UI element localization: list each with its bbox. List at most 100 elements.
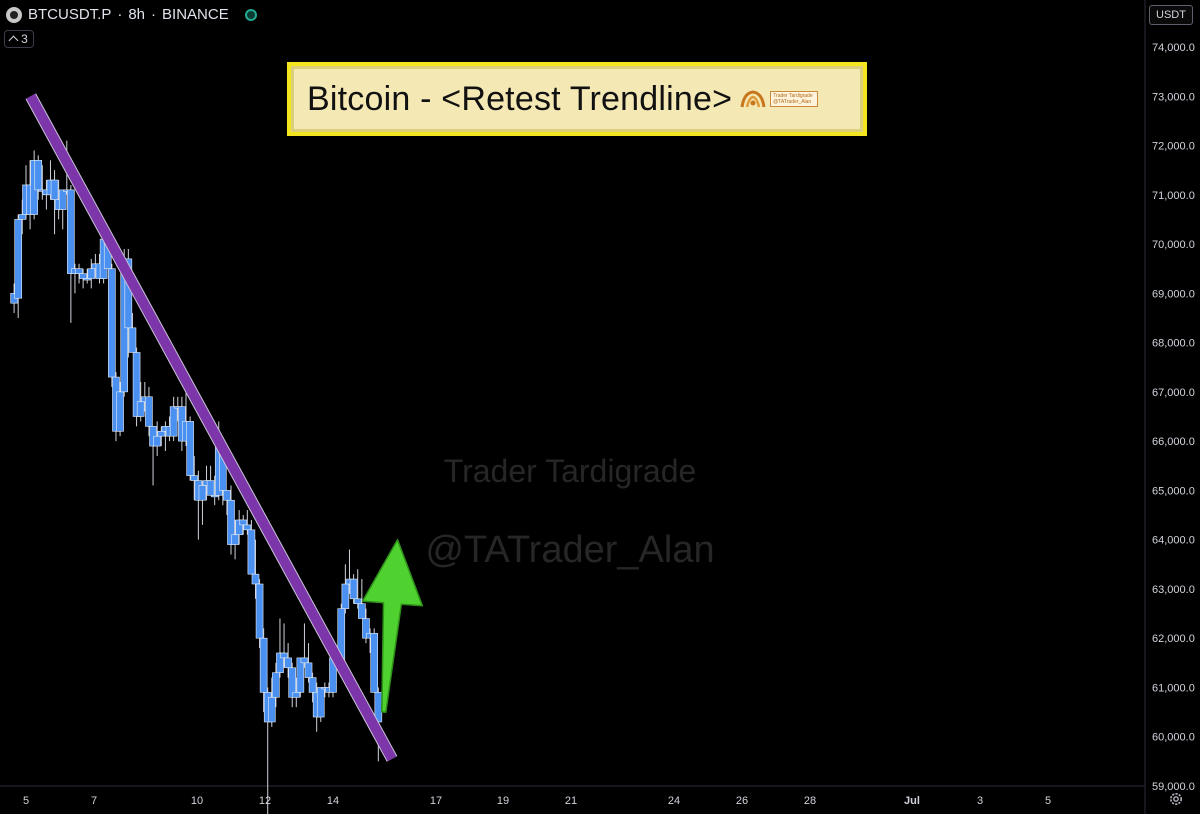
candle xyxy=(210,475,219,506)
header-separator: · xyxy=(151,6,157,23)
indicators-toggle[interactable]: 3 xyxy=(4,30,34,48)
price-tick-label: 72,000.0 xyxy=(1152,141,1195,153)
watermark: Trader Tardigrade @TATrader_Alan xyxy=(425,453,714,571)
watermark-line1: Trader Tardigrade xyxy=(444,453,697,489)
candle-body xyxy=(186,421,194,476)
candle xyxy=(132,347,141,427)
candle xyxy=(251,539,260,599)
candle-body xyxy=(231,534,239,545)
time-tick-label: 19 xyxy=(497,795,509,807)
candle-body xyxy=(116,391,124,432)
price-tick-label: 61,000.0 xyxy=(1152,682,1195,694)
candle-body xyxy=(136,401,145,417)
symbol-name[interactable]: BTCUSDT.P xyxy=(28,6,112,23)
candle xyxy=(292,677,301,708)
candle xyxy=(75,263,83,284)
candle-body xyxy=(300,657,309,664)
candle xyxy=(284,643,292,678)
candle xyxy=(206,465,215,496)
candle xyxy=(235,510,243,545)
candle-body xyxy=(316,687,325,718)
candle xyxy=(259,628,268,713)
price-tick-label: 63,000.0 xyxy=(1152,584,1195,596)
candle xyxy=(157,426,166,447)
chart-title: Bitcoin - <Retest Trendline> xyxy=(307,79,733,118)
candle xyxy=(136,382,145,422)
candle-body xyxy=(153,435,161,447)
candle xyxy=(255,579,264,649)
candle-body xyxy=(349,578,358,600)
up-arrow-icon[interactable] xyxy=(361,538,424,714)
currency-button[interactable]: USDT xyxy=(1149,5,1193,25)
candle xyxy=(227,485,235,555)
candle xyxy=(153,421,161,456)
time-tick-label: 5 xyxy=(23,795,29,807)
candle-body xyxy=(308,677,317,693)
price-tick-label: 62,000.0 xyxy=(1152,633,1195,645)
candle xyxy=(341,564,350,614)
arrow-group xyxy=(361,538,424,714)
candle-body xyxy=(198,485,207,501)
candle xyxy=(169,396,178,442)
candle-body xyxy=(247,529,256,575)
gear-icon[interactable] xyxy=(1168,791,1184,807)
price-axis[interactable]: 74,000.0 73,000.0 72,000.0 71,000.0 70,000.0… xyxy=(1152,42,1195,793)
candle-body xyxy=(255,583,264,639)
candle xyxy=(149,426,157,486)
candle-body xyxy=(296,657,305,693)
candle-body xyxy=(267,697,276,723)
time-tick-label: 7 xyxy=(91,795,97,807)
candle xyxy=(128,313,137,353)
candle xyxy=(276,618,284,678)
candle-body xyxy=(227,499,235,545)
candle-body xyxy=(276,652,284,673)
candle-body xyxy=(259,637,268,693)
trendline-group xyxy=(25,93,398,762)
candle xyxy=(87,258,96,289)
candle xyxy=(186,416,194,481)
candle xyxy=(79,268,87,289)
trendline[interactable] xyxy=(26,93,397,762)
candle xyxy=(243,510,252,535)
candle xyxy=(308,672,317,703)
candle xyxy=(370,628,379,693)
candle-body xyxy=(132,352,141,417)
time-axis[interactable]: 5 7 10 12 14 17 19 21 24 26 28 Jul 3 5 xyxy=(23,795,1051,807)
time-tick-label: 28 xyxy=(804,795,816,807)
candle-body xyxy=(223,490,231,501)
price-tick-label: 73,000.0 xyxy=(1152,91,1195,103)
price-tick-label: 64,000.0 xyxy=(1152,535,1195,547)
candle xyxy=(300,623,309,668)
candle xyxy=(58,189,67,230)
bitcoin-icon xyxy=(6,6,22,23)
candle xyxy=(304,643,313,683)
symbol-header[interactable]: BTCUSDT.P · 8h · BINANCE xyxy=(6,6,257,23)
logo-card-line2: @TATrader_Alan xyxy=(773,99,812,105)
watermark-line2: @TATrader_Alan xyxy=(425,529,714,571)
price-tick-label: 59,000.0 xyxy=(1152,781,1195,793)
candle xyxy=(272,662,280,708)
logo-card: Trader Tardigrade @TATrader_Alan xyxy=(770,91,819,107)
candle xyxy=(349,574,358,604)
chevron-up-icon xyxy=(8,35,19,46)
title-box: Bitcoin - <Retest Trendline> Trader Tard… xyxy=(287,62,867,136)
candle-body xyxy=(243,524,252,531)
candle-body xyxy=(272,672,280,698)
candle xyxy=(194,470,203,540)
candle-body xyxy=(239,519,248,526)
candle xyxy=(145,386,153,437)
candle-body xyxy=(353,598,362,605)
candle-body xyxy=(341,583,350,609)
candle-body xyxy=(157,430,166,437)
time-tick-label: 5 xyxy=(1045,795,1051,807)
candle xyxy=(358,579,366,619)
interval-label[interactable]: 8h xyxy=(128,6,146,23)
time-tick-label: 3 xyxy=(977,795,983,807)
logo: Trader Tardigrade @TATrader_Alan xyxy=(740,89,819,109)
time-tick-label: 14 xyxy=(327,795,339,807)
candle xyxy=(362,608,370,644)
candle xyxy=(353,569,362,609)
candle-body xyxy=(128,327,137,353)
candle-body xyxy=(284,657,292,669)
